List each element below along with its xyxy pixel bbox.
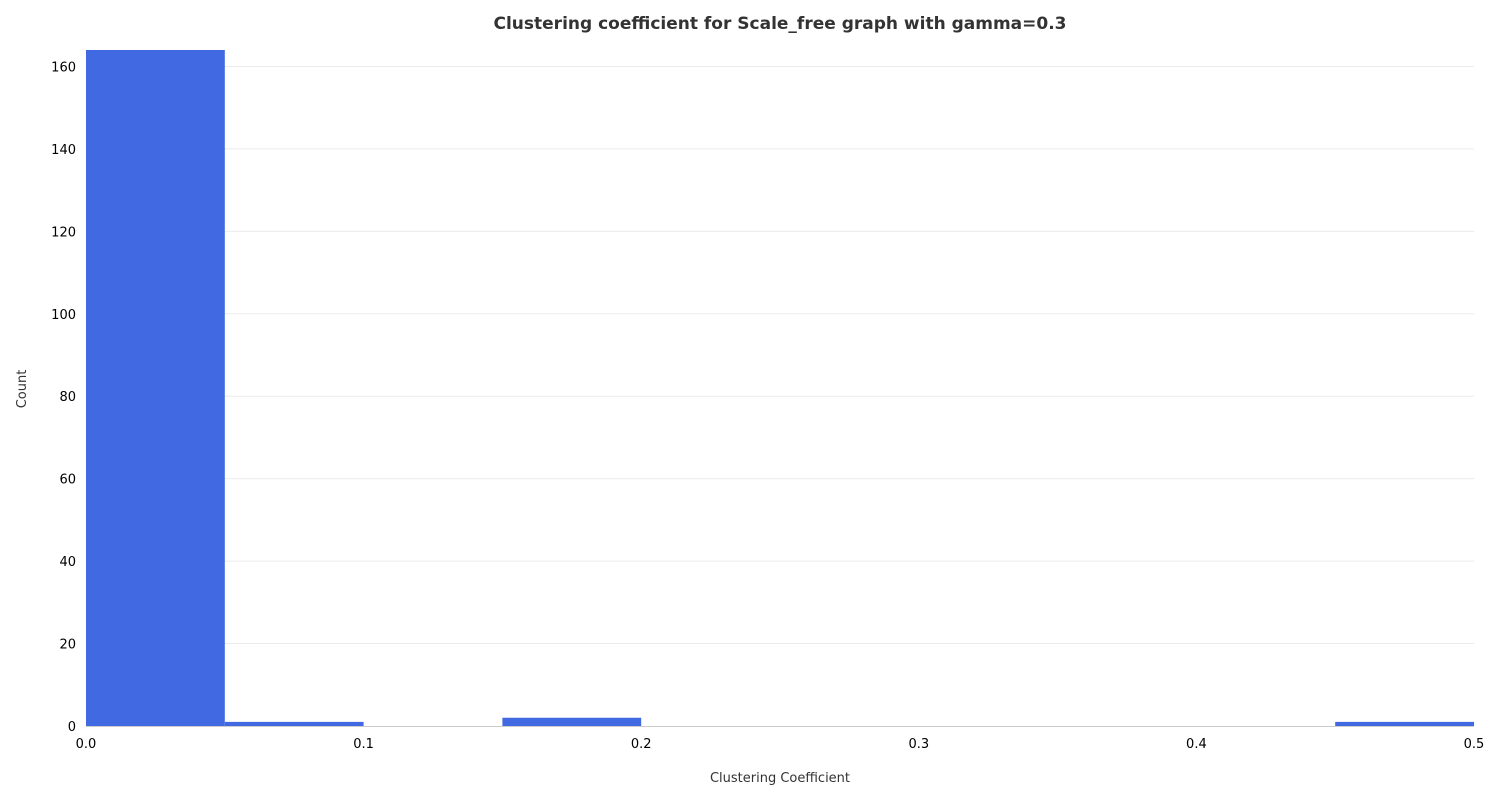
x-tick-label-0.5: 0.5 <box>1464 737 1485 752</box>
chart-title: Clustering coefficient for Scale_free gr… <box>494 14 1067 34</box>
histogram-bar-1 <box>224 721 364 726</box>
y-tick-label-20: 20 <box>59 638 76 653</box>
y-tick-label-40: 40 <box>59 555 76 570</box>
histogram-bar-0 <box>86 50 225 726</box>
histogram-bar-9 <box>1335 721 1474 726</box>
x-tick-label-0.2: 0.2 <box>631 737 652 752</box>
x-axis-ticks: 0.0 0.1 0.2 0.3 0.4 0.5 <box>76 737 1485 752</box>
y-tick-label-80: 80 <box>59 390 76 405</box>
y-tick-label-140: 140 <box>51 143 76 158</box>
grid-lines <box>86 65 1474 645</box>
x-tick-label-0.0: 0.0 <box>76 737 97 752</box>
histogram-bars <box>86 50 1474 726</box>
x-tick-label-0.4: 0.4 <box>1186 737 1207 752</box>
x-tick-label-0.3: 0.3 <box>908 737 929 752</box>
y-tick-label-60: 60 <box>59 473 76 488</box>
x-tick-label-0.1: 0.1 <box>353 737 374 752</box>
y-tick-label-100: 100 <box>51 308 76 323</box>
histogram-bar-3 <box>502 717 642 726</box>
y-tick-label-120: 120 <box>51 225 76 240</box>
x-axis-label: Clustering Coefficient <box>710 771 850 786</box>
y-tick-label-0: 0 <box>68 720 76 735</box>
y-tick-label-160: 160 <box>51 60 76 75</box>
y-axis-label: Count <box>15 370 30 409</box>
y-axis-ticks: 0 20 40 60 80 100 120 140 160 <box>51 60 76 735</box>
